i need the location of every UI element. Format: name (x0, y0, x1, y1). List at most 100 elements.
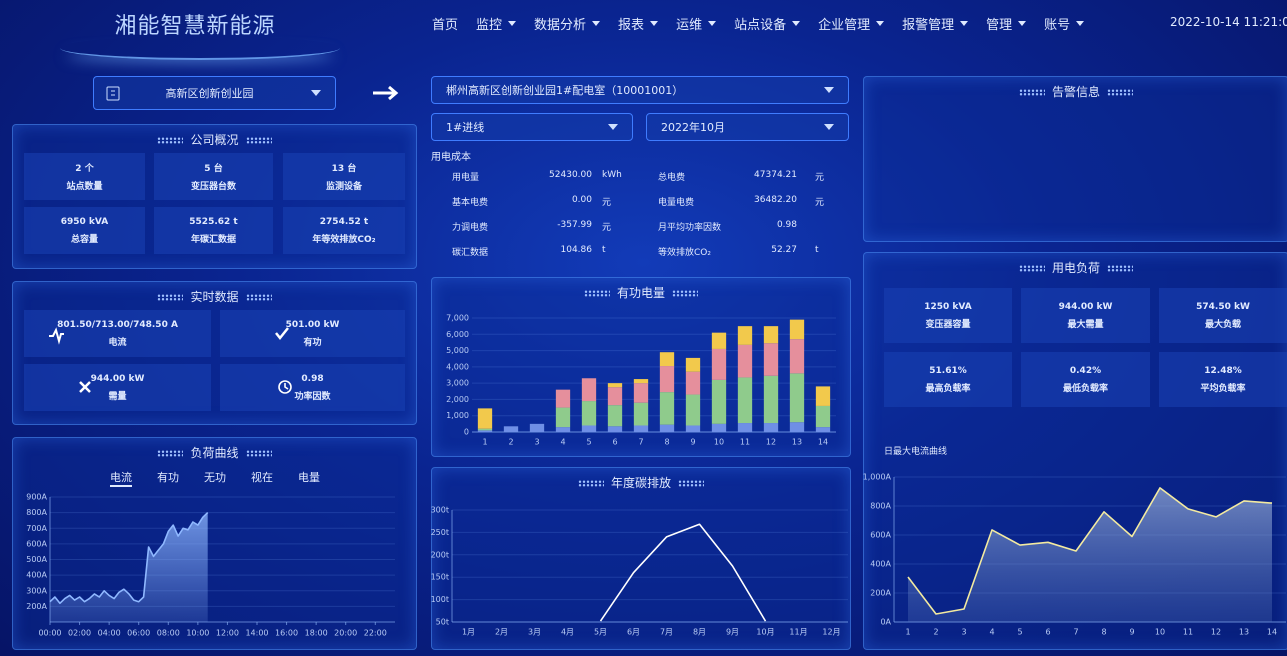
room-select[interactable]: 郴州高新区创新创业园1#配电室（10001001） (431, 76, 849, 104)
bar-segment (685, 394, 701, 426)
cost-title: 用电成本 (431, 152, 471, 163)
bar-segment (477, 430, 493, 432)
nav-item[interactable]: 首页 (432, 18, 459, 33)
bar-segment (685, 425, 701, 432)
y-tick-label: 1,000 (446, 411, 469, 420)
panel-title: 公司概况 (13, 131, 416, 148)
y-tick-label: 150t (431, 573, 449, 582)
nav-item[interactable]: 数据分析 (534, 14, 600, 33)
y-tick-label: 200t (431, 550, 449, 559)
x-tick-label: 4 (989, 628, 994, 637)
x-tick-label: 10 (1155, 628, 1165, 637)
bar-segment (659, 424, 675, 432)
bar-segment (737, 344, 753, 378)
bar-segment (815, 427, 831, 432)
area-fill (50, 512, 208, 622)
nav-item[interactable]: 运维 (676, 14, 716, 33)
bar-segment (685, 357, 701, 372)
overview-cell: 6950 kVA 总容量 (24, 207, 145, 254)
bar-segment (581, 401, 597, 426)
x-tick-label: 11月 (789, 628, 807, 637)
load-cell: 12.48% 平均负载率 (1159, 352, 1287, 407)
bar-segment (607, 405, 623, 427)
chart-tab[interactable]: 电量 (298, 471, 320, 484)
y-tick-label: 200A (26, 602, 47, 611)
select-text: 高新区创新创业园 (165, 87, 254, 100)
cell-label: 站点数量 (66, 182, 103, 192)
x-tick-label: 5 (1017, 628, 1022, 637)
overview-cell: 5 台变压器台数 (154, 153, 273, 200)
month-select[interactable]: 2022年10月 (646, 113, 849, 141)
y-tick-label: 300A (26, 586, 47, 595)
overview-cell: 2754.52 t 年等效排放CO₂ (283, 207, 405, 254)
x-tick-label: 12月 (822, 628, 840, 637)
check-icon (275, 327, 289, 341)
nav-item[interactable]: 站点设备 (734, 14, 800, 33)
cell-label: 监测设备 (325, 182, 362, 192)
bar-segment (581, 378, 597, 402)
bar-segment (477, 408, 493, 429)
cost-label: 力调电费 (452, 223, 489, 233)
cost-value: 104.86 (560, 245, 593, 255)
x-tick-label: 12:00 (216, 629, 239, 638)
clock-icon (278, 380, 292, 394)
bar-segment (711, 423, 727, 432)
bar-segment (737, 423, 753, 432)
panel-title: 告警信息 (864, 83, 1287, 100)
bar-segment (789, 373, 805, 423)
chart-tab[interactable]: 视在 (251, 471, 273, 484)
y-tick-label: 2,000 (446, 395, 469, 404)
panel-title: 负荷曲线 (13, 444, 416, 461)
x-tick-label: 7 (1073, 628, 1078, 637)
x-tick-label: 13 (1239, 628, 1249, 637)
area-fill (908, 487, 1272, 622)
x-tick-label: 6月 (627, 628, 640, 637)
chart-tab[interactable]: 无功 (204, 471, 226, 484)
cell-value: 2 个 (75, 164, 94, 174)
line-select[interactable]: 1#进线 (431, 113, 633, 141)
x-tick-label: 10月 (756, 628, 774, 637)
cell-value: 801.50/713.00/748.50 A (57, 319, 178, 330)
overview-cell: 5525.62 t 年碳汇数据 (154, 207, 273, 254)
nav-item[interactable]: 管理 (986, 14, 1026, 33)
y-tick-label: 7,000 (446, 314, 469, 323)
bar-segment (659, 392, 675, 425)
x-tick-label: 10 (714, 438, 724, 447)
bar-segment (659, 352, 675, 367)
nav-item[interactable]: 账号 (1044, 14, 1084, 33)
arrow-icon (373, 85, 399, 101)
panel-title: 年度碳排放 (432, 474, 850, 491)
x-tick-label: 7 (638, 438, 643, 447)
nav-item[interactable]: 报警管理 (902, 14, 968, 33)
cell-value: 1250 kVA (924, 301, 972, 312)
chart-tab[interactable]: 有功 (157, 471, 179, 484)
site-select[interactable]: 高新区创新创业园 (93, 76, 336, 110)
chart-tab[interactable]: 电流 (110, 469, 132, 487)
realtime-cell: 944.00 kW 需量 (24, 364, 211, 411)
nav-item[interactable]: 监控 (476, 14, 516, 33)
y-tick-label: 900A (26, 493, 47, 502)
data-line (907, 487, 1273, 615)
x-tick-label: 3 (534, 438, 539, 447)
cell-label: 功率因数 (294, 391, 331, 402)
x-tick-label: 1 (905, 628, 910, 637)
y-tick-label: 600A (26, 539, 47, 548)
realtime-cell: 0.98 功率因数 (220, 364, 405, 411)
x-tick-label: 18:00 (305, 629, 328, 638)
alarm-panel: 告警信息 (863, 76, 1287, 242)
nav-bar: 首页 监控 数据分析 报表 运维 站点设备 企业管理 报警管理 管理 账号 (432, 14, 1084, 33)
nav-item[interactable]: 企业管理 (818, 14, 884, 33)
x-tick-label: 1月 (462, 628, 475, 637)
panel-title: 实时数据 (13, 288, 416, 305)
cell-value: 501.00 kW (285, 319, 340, 330)
bar-segment (763, 423, 779, 432)
y-tick-label: 3,000 (446, 379, 469, 388)
load-cell: 944.00 kW 最大需量 (1021, 288, 1150, 343)
cost-unit: 元 (815, 198, 825, 208)
nav-item[interactable]: 报表 (618, 14, 658, 33)
cell-value: 0.42% (1069, 365, 1102, 376)
bar-segment (685, 371, 701, 395)
data-line (599, 523, 767, 622)
bar-segment (711, 348, 727, 380)
